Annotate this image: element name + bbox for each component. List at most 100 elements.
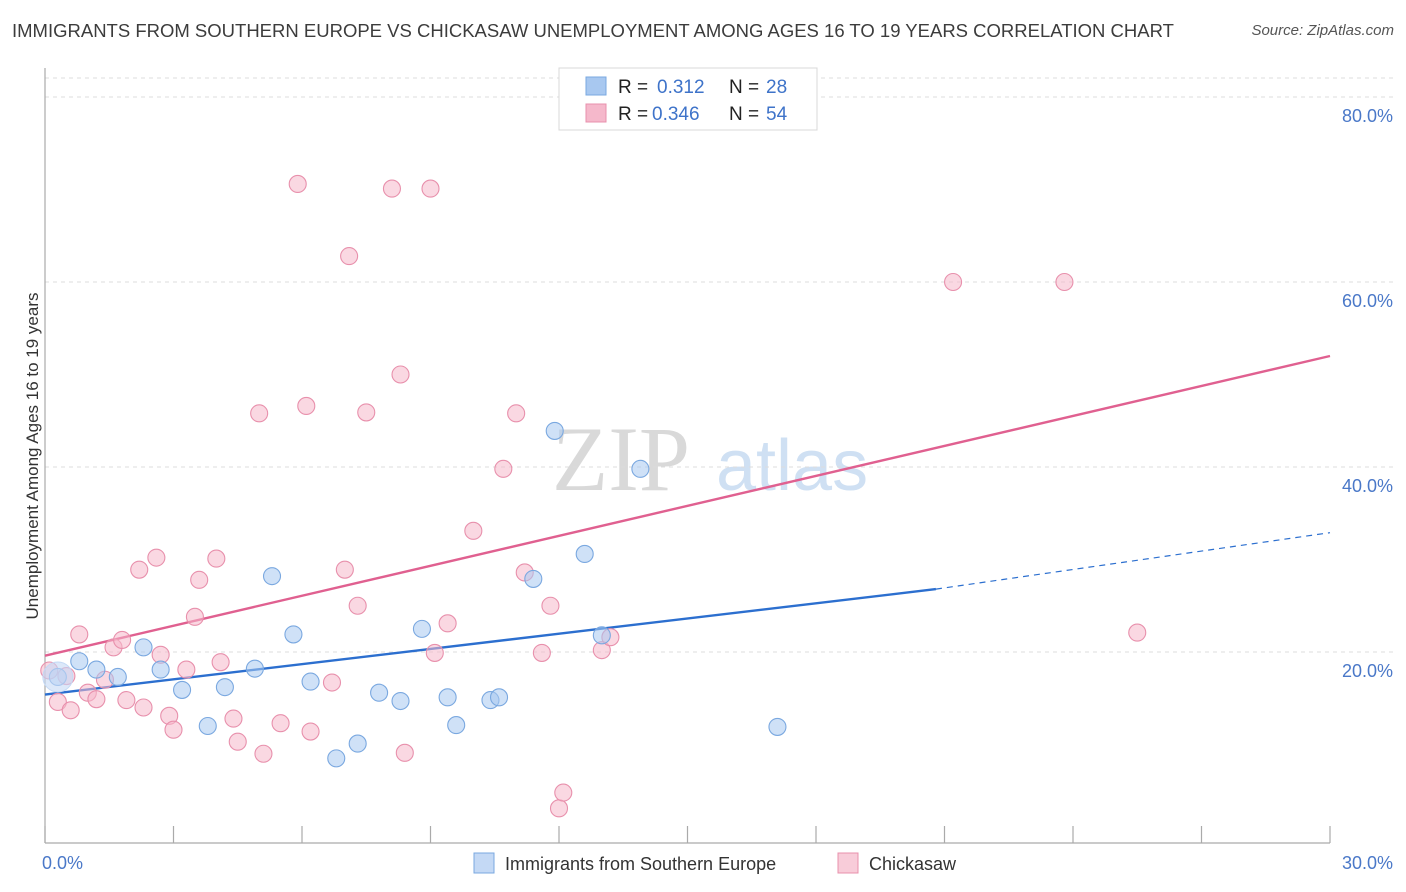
- watermark: ZIP atlas: [552, 408, 868, 510]
- point-series-1-12: [301, 672, 320, 691]
- point-series-2-30: [322, 673, 342, 692]
- y-tick-label-1: 40.0%: [1342, 476, 1393, 496]
- legend: R = 0.312 N = 28 R = 0.346 N = 54: [558, 67, 818, 131]
- point-series-1-1: [70, 652, 89, 671]
- point-series-1-10: [262, 567, 282, 586]
- point-series-2-1: [48, 692, 67, 712]
- point-series-2-53: [1128, 623, 1147, 642]
- point-series-1-6: [173, 680, 192, 699]
- point-series-2-39: [425, 643, 444, 662]
- point-series-2-27: [288, 174, 307, 193]
- point-series-2-13: [147, 548, 166, 567]
- point-series-2-51: [944, 272, 963, 292]
- point-series-2-20: [207, 549, 226, 568]
- legend-n-value-1: 28: [766, 77, 787, 98]
- point-series-1-26: [631, 459, 650, 478]
- point-series-2-31: [335, 560, 354, 579]
- point-series-2-46: [541, 596, 560, 615]
- trend-lines: [44, 354, 1331, 696]
- point-series-2-52: [1055, 272, 1074, 292]
- y-axis-label: Unemployment Among Ages 16 to 19 years: [23, 293, 42, 620]
- point-series-2-32: [340, 247, 359, 266]
- bottom-legend-label-2: Chickasaw: [869, 854, 957, 874]
- trend-line-1: [44, 587, 937, 696]
- point-series-2-26: [271, 714, 290, 733]
- point-series-1-9: [245, 659, 264, 678]
- point-series-2-12: [134, 698, 153, 717]
- legend-r-label-2: R =: [618, 104, 648, 125]
- bottom-legend-swatch-1: [473, 852, 495, 874]
- axes: [44, 68, 1331, 844]
- point-series-1-23: [545, 421, 564, 440]
- grid: [45, 77, 1393, 653]
- point-series-2-29: [301, 722, 320, 741]
- point-series-2-24: [250, 404, 269, 423]
- point-series-2-35: [382, 179, 402, 198]
- point-series-2-33: [348, 596, 367, 615]
- point-series-2-11: [130, 560, 149, 579]
- point-series-2-23: [228, 732, 247, 751]
- point-series-1-17: [412, 619, 431, 638]
- point-series-2-18: [185, 607, 204, 626]
- point-series-1-25: [592, 626, 611, 645]
- point-series-1-11: [284, 625, 303, 644]
- point-series-1-19: [447, 716, 466, 735]
- y-tick-labels: 20.0% 40.0% 60.0% 80.0%: [1342, 106, 1393, 681]
- point-series-1-16: [391, 691, 410, 711]
- point-series-1-13: [327, 749, 346, 768]
- x-tick-label-0: 0.0%: [42, 853, 83, 873]
- y-tick-label-0: 20.0%: [1342, 661, 1393, 681]
- chart-title: IMMIGRANTS FROM SOUTHERN EUROPE VS CHICK…: [12, 20, 1174, 41]
- point-series-2-36: [391, 365, 410, 384]
- point-series-2-25: [254, 744, 273, 763]
- point-series-2-4: [70, 625, 89, 644]
- legend-swatch-series-2: [585, 103, 607, 123]
- bottom-legend-label-1: Immigrants from Southern Europe: [505, 854, 776, 874]
- point-series-2-34: [357, 403, 376, 422]
- trend-line-extension-1: [935, 532, 1331, 590]
- legend-r-value-2: 0.346: [652, 104, 700, 125]
- x-tick-label-1: 30.0%: [1342, 853, 1393, 873]
- point-series-2-41: [464, 521, 483, 540]
- point-series-1-4: [134, 638, 153, 657]
- point-series-2-10: [117, 691, 136, 710]
- point-series-2-38: [421, 179, 440, 198]
- legend-n-label-2: N =: [729, 104, 759, 125]
- point-series-1-24: [575, 544, 594, 564]
- point-series-2-16: [164, 720, 183, 739]
- point-series-2-22: [224, 709, 243, 728]
- point-series-1-5: [151, 660, 170, 679]
- legend-n-label-1: N =: [729, 77, 759, 98]
- point-series-2-19: [190, 570, 209, 589]
- point-series-2-6: [87, 690, 106, 709]
- watermark-zip: ZIP: [552, 408, 690, 510]
- point-series-1-15: [370, 683, 389, 702]
- point-series-2-28: [297, 396, 316, 416]
- data-points: [40, 174, 1147, 818]
- point-series-2-40: [438, 614, 457, 633]
- y-tick-label-2: 60.0%: [1342, 291, 1393, 311]
- x-tick-labels: 0.0% 30.0%: [42, 853, 1393, 873]
- point-series-1-22: [524, 569, 543, 588]
- point-series-2-43: [507, 404, 526, 423]
- point-series-2-45: [532, 643, 551, 662]
- y-tick-label-3: 80.0%: [1342, 106, 1393, 126]
- point-series-2-21: [211, 653, 230, 672]
- point-series-1-7: [198, 716, 217, 736]
- point-cluster-origin: [42, 661, 74, 693]
- point-series-1-14: [348, 734, 367, 753]
- point-series-1-27: [768, 717, 787, 736]
- legend-n-value-2: 54: [766, 104, 788, 125]
- point-series-2-37: [395, 743, 414, 762]
- point-series-1-21: [489, 688, 509, 707]
- legend-r-value-1: 0.312: [657, 77, 705, 98]
- point-series-2-3: [61, 701, 80, 720]
- point-series-2-9: [113, 630, 132, 650]
- legend-swatch-series-1: [585, 76, 607, 96]
- point-series-2-42: [494, 459, 513, 478]
- chart-source: Source: ZipAtlas.com: [1251, 22, 1394, 39]
- point-series-1-18: [438, 688, 457, 707]
- point-series-1-3: [108, 667, 127, 687]
- trend-line-2: [44, 354, 1331, 657]
